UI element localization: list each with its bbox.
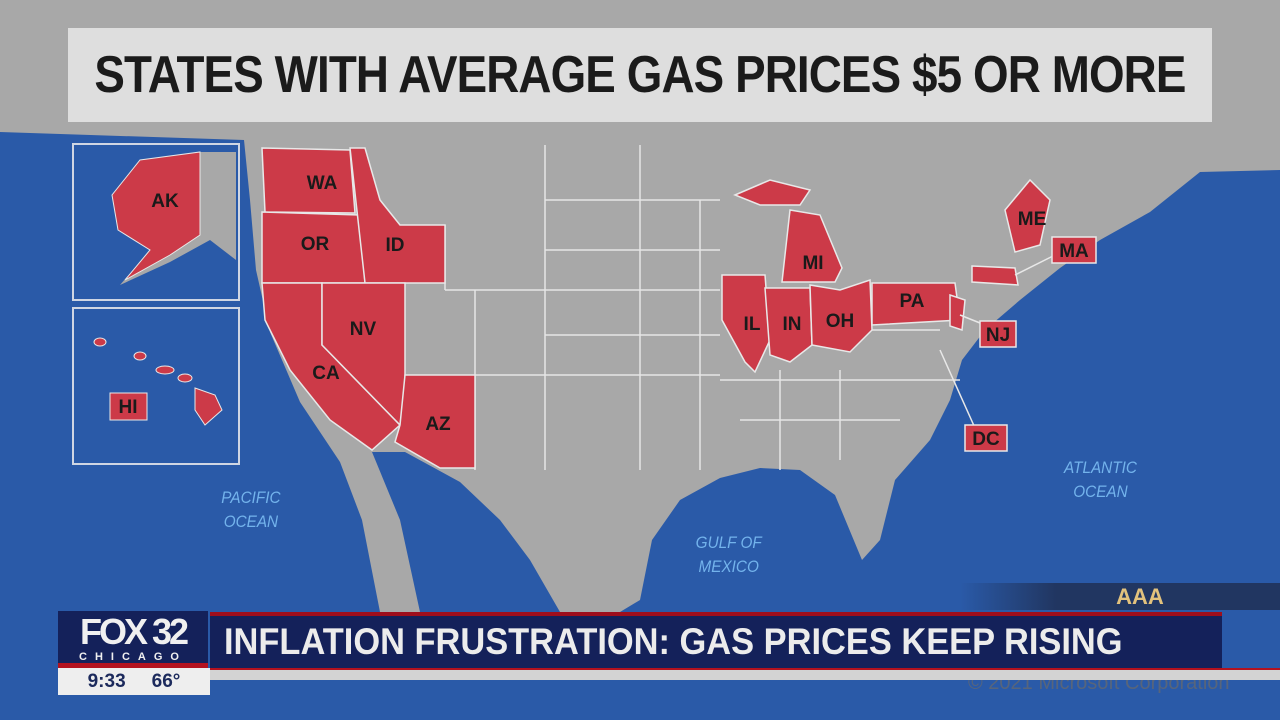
ocean-label-line: PACIFIC — [221, 488, 281, 507]
state-az — [394, 374, 476, 469]
label-az: AZ — [425, 414, 451, 435]
label-nj: NJ — [986, 325, 1010, 346]
state-mi-upper — [733, 179, 812, 206]
station-logo: FOX 32 CHICAGO — [58, 611, 208, 668]
label-ak: AK — [151, 191, 179, 212]
state-ma — [971, 265, 1019, 286]
callouts — [939, 236, 1097, 452]
logo-sub: CHICAGO — [79, 651, 187, 663]
state-me — [1004, 178, 1051, 253]
label-dc: DC — [972, 429, 1000, 450]
clock: 9:33 — [87, 670, 126, 692]
headline-text: INFLATION FRUSTRATION: GAS PRICES KEEP R… — [224, 621, 1123, 662]
label-ca: CA — [312, 363, 340, 384]
callout-ma — [1051, 236, 1097, 264]
label-in: IN — [783, 314, 802, 335]
ocean-label-line: ATLANTIC — [1064, 458, 1137, 477]
label-nv: NV — [350, 319, 377, 340]
label-pacific-ocean: PACIFIC OCEAN — [221, 486, 280, 534]
label-mi: MI — [802, 253, 823, 274]
highlighted-states — [261, 147, 1051, 469]
hawaii-islands — [93, 337, 223, 426]
label-wa: WA — [307, 173, 338, 194]
hawaii-inset — [72, 307, 240, 465]
state-ak — [111, 151, 201, 281]
state-nj — [949, 293, 966, 332]
ocean-label-line: OCEAN — [223, 512, 279, 531]
label-me: ME — [1018, 209, 1047, 230]
label-id: ID — [386, 235, 405, 256]
ocean-label-line: OCEAN — [1073, 482, 1128, 501]
callout-dc — [964, 424, 1008, 452]
banner-underline — [210, 668, 1280, 680]
state-wa — [261, 147, 356, 214]
label-il: IL — [744, 314, 761, 335]
temperature: 66° — [151, 670, 181, 692]
label-hi: HI — [119, 397, 138, 418]
state-il — [721, 274, 771, 374]
callout-nj — [979, 320, 1017, 348]
label-oh: OH — [826, 311, 855, 332]
state-oh — [809, 278, 873, 353]
logo-main: FOX 32 — [79, 611, 189, 652]
state-mi — [781, 209, 843, 283]
time-temp-bar: 9:33 66° — [58, 668, 210, 695]
map-title: STATES WITH AVERAGE GAS PRICES $5 OR MOR… — [94, 46, 1186, 104]
headline-banner: INFLATION FRUSTRATION: GAS PRICES KEEP R… — [210, 612, 1222, 668]
source-label: AAA — [1116, 583, 1164, 609]
ocean-label-line: GULF OF — [695, 533, 762, 552]
label-pa: PA — [900, 291, 925, 312]
state-in — [764, 287, 813, 363]
label-gulf-of-mexico: GULF OF MEXICO — [696, 531, 762, 579]
source-bar: AAA — [960, 583, 1280, 610]
label-or: OR — [301, 234, 330, 255]
ocean-label-line: MEXICO — [698, 557, 759, 576]
label-atlantic-ocean: ATLANTIC OCEAN — [1064, 456, 1137, 504]
label-ma: MA — [1059, 241, 1089, 262]
title-banner: STATES WITH AVERAGE GAS PRICES $5 OR MOR… — [68, 28, 1212, 122]
